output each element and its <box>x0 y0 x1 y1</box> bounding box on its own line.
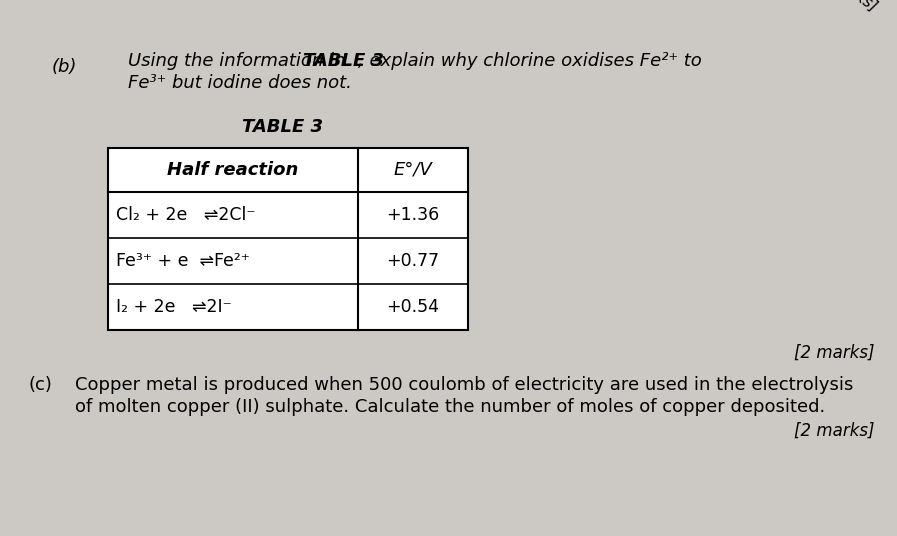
Text: E°/V: E°/V <box>394 161 432 179</box>
Text: Cl₂ + 2e   ⇌2Cl⁻: Cl₂ + 2e ⇌2Cl⁻ <box>116 206 256 224</box>
Text: (b): (b) <box>52 58 77 76</box>
Text: , explain why chlorine oxidises Fe²⁺ to: , explain why chlorine oxidises Fe²⁺ to <box>358 52 701 70</box>
Text: TABLE 3: TABLE 3 <box>303 52 384 70</box>
Text: Half reaction: Half reaction <box>168 161 299 179</box>
Text: +0.77: +0.77 <box>387 252 440 270</box>
Text: Copper metal is produced when 500 coulomb of electricity are used in the electro: Copper metal is produced when 500 coulom… <box>75 376 853 394</box>
Text: +1.36: +1.36 <box>387 206 440 224</box>
Text: Using the information in: Using the information in <box>128 52 351 70</box>
Text: [2 marks]: [2 marks] <box>795 344 875 362</box>
Text: Fe³⁺ + e  ⇌Fe²⁺: Fe³⁺ + e ⇌Fe²⁺ <box>116 252 250 270</box>
Text: of molten copper (II) sulphate. Calculate the number of moles of copper deposite: of molten copper (II) sulphate. Calculat… <box>75 398 825 416</box>
Text: I₂ + 2e   ⇌2I⁻: I₂ + 2e ⇌2I⁻ <box>116 298 231 316</box>
Text: [2 marks]: [2 marks] <box>795 422 875 440</box>
Text: +0.54: +0.54 <box>387 298 440 316</box>
Bar <box>108 148 468 330</box>
Text: [0 marks]: [0 marks] <box>811 0 880 14</box>
Text: TABLE 3: TABLE 3 <box>242 118 324 136</box>
Text: Fe³⁺ but iodine does not.: Fe³⁺ but iodine does not. <box>128 74 352 92</box>
Text: (c): (c) <box>28 376 52 394</box>
